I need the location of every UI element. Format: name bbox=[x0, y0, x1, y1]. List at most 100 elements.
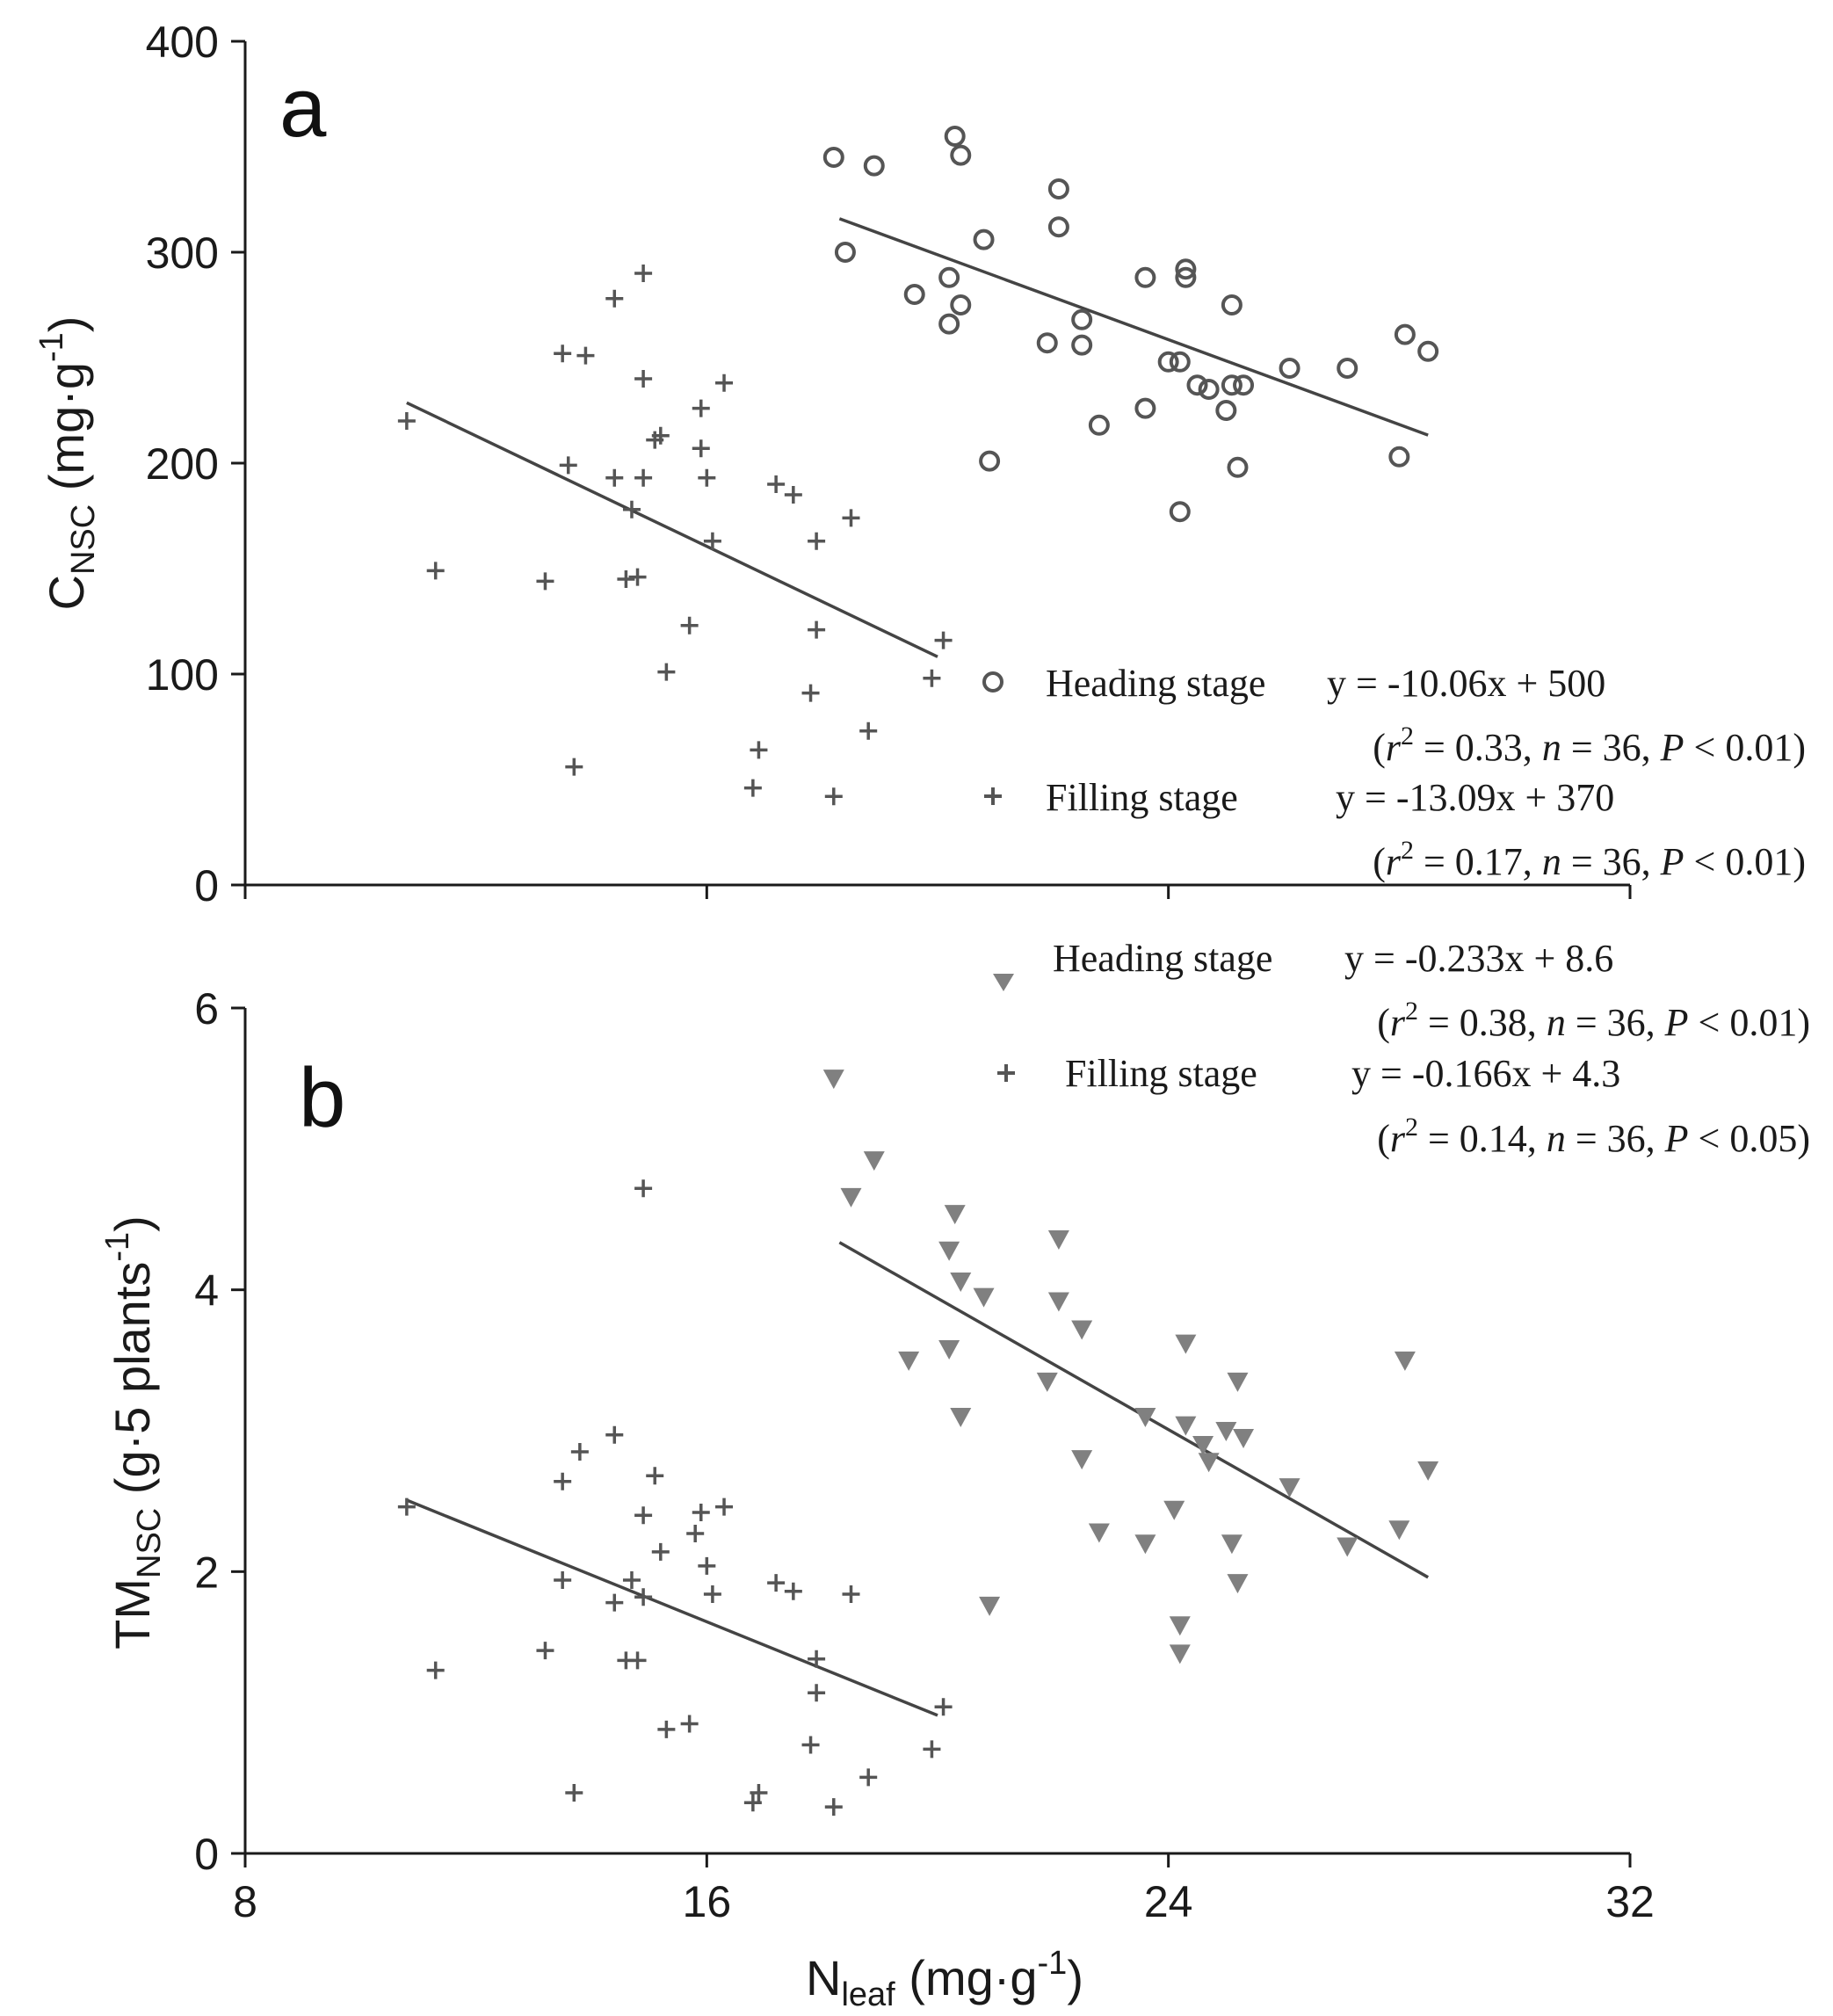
point-heading-b bbox=[1036, 1372, 1058, 1392]
point-filling-b bbox=[605, 1593, 624, 1612]
fit-lines-a bbox=[406, 217, 1429, 658]
point-filling-a bbox=[628, 568, 647, 586]
legend-equation-heading-a: y = -10.06x + 500 bbox=[1327, 662, 1605, 705]
point-heading-b bbox=[979, 1596, 1001, 1616]
y-tick-label-b: 0 bbox=[194, 1830, 219, 1879]
point-filling-b bbox=[767, 1574, 786, 1592]
point-filling-a bbox=[565, 758, 583, 776]
point-filling-a bbox=[859, 722, 878, 740]
legend-stats-filling-b: (r2 = 0.14, n = 36, P < 0.05) bbox=[1377, 1113, 1810, 1160]
x-axis-label: Nleaf (mg·g-1) bbox=[806, 1945, 1083, 2013]
point-heading-a bbox=[1047, 178, 1069, 199]
point-heading-b bbox=[1169, 1616, 1191, 1636]
y-tick-label-a: 300 bbox=[146, 228, 219, 278]
point-heading-a bbox=[834, 242, 856, 263]
point-heading-b bbox=[898, 1351, 920, 1371]
point-heading-b bbox=[863, 1151, 885, 1171]
point-filling-a bbox=[634, 265, 653, 282]
point-heading-a bbox=[1215, 400, 1237, 421]
point-heading-a bbox=[1169, 501, 1191, 523]
point-heading-a bbox=[863, 155, 885, 177]
point-filling-a bbox=[698, 468, 716, 487]
point-heading-b bbox=[822, 1070, 844, 1090]
point-filling-a bbox=[715, 373, 734, 392]
point-filling-a bbox=[559, 456, 577, 475]
x-tick-label: 16 bbox=[683, 1877, 732, 1926]
fit-line-plus-a bbox=[406, 401, 938, 658]
point-filling-a bbox=[554, 344, 572, 363]
point-filling-b bbox=[801, 1736, 820, 1754]
point-filling-b bbox=[842, 1585, 860, 1603]
point-heading-b bbox=[1233, 1429, 1255, 1449]
point-heading-a bbox=[1071, 334, 1093, 356]
point-filling-a bbox=[605, 468, 624, 487]
point-heading-a bbox=[979, 450, 1001, 472]
point-heading-a bbox=[1169, 351, 1191, 373]
legend-marker-filling-b bbox=[997, 1064, 1015, 1082]
point-filling-a bbox=[808, 620, 826, 639]
point-filling-a bbox=[750, 741, 768, 759]
panel-label-a: a bbox=[279, 61, 327, 155]
legend-a: Heading stage y = -10.06x + 500 (r2 = 0.… bbox=[982, 662, 1806, 883]
legend-marker-heading-a bbox=[982, 671, 1003, 693]
legend-equation-filling-a: y = -13.09x + 370 bbox=[1336, 776, 1614, 819]
y-tick-label-b: 2 bbox=[194, 1548, 219, 1597]
point-heading-b bbox=[1198, 1453, 1220, 1473]
point-heading-b bbox=[944, 1205, 966, 1225]
point-filling-b bbox=[622, 1570, 641, 1589]
y-axis-label-b: TMNSC (g·5 plants-1) bbox=[99, 1215, 168, 1650]
point-filling-b bbox=[554, 1570, 572, 1589]
point-heading-b bbox=[1337, 1537, 1358, 1557]
point-filling-b bbox=[426, 1661, 445, 1679]
point-filling-b bbox=[634, 1506, 653, 1525]
point-filling-b bbox=[686, 1525, 705, 1543]
point-filling-b bbox=[934, 1698, 953, 1716]
point-heading-a bbox=[944, 126, 966, 147]
point-heading-b bbox=[1192, 1436, 1214, 1456]
point-heading-b bbox=[1417, 1461, 1439, 1481]
point-filling-a bbox=[824, 787, 843, 806]
points-a bbox=[397, 126, 1439, 806]
point-heading-a bbox=[1221, 294, 1243, 315]
point-filling-a bbox=[622, 500, 641, 519]
point-heading-a bbox=[1221, 374, 1243, 396]
point-heading-a bbox=[1134, 397, 1156, 419]
y-tick-label-a: 400 bbox=[146, 18, 219, 67]
point-heading-a bbox=[950, 144, 972, 166]
legend-stats-filling-a: (r2 = 0.17, n = 36, P < 0.01) bbox=[1373, 836, 1806, 883]
fit-line-triangle-down-b bbox=[838, 1241, 1430, 1579]
point-filling-a bbox=[651, 426, 670, 445]
point-heading-a bbox=[1186, 374, 1208, 396]
point-filling-b bbox=[784, 1582, 802, 1600]
legend-b: Heading stage y = -0.233x + 8.6 (r2 = 0.… bbox=[993, 937, 1810, 1160]
point-filling-b bbox=[808, 1650, 826, 1668]
x-tick-label: 24 bbox=[1144, 1877, 1193, 1926]
point-heading-a bbox=[1227, 456, 1249, 478]
point-heading-b bbox=[1047, 1229, 1069, 1250]
point-filling-b bbox=[743, 1794, 762, 1812]
point-filling-b bbox=[634, 1588, 653, 1606]
point-heading-a bbox=[822, 147, 844, 168]
fit-line-circle-a bbox=[838, 217, 1429, 437]
x-tick-label: 32 bbox=[1605, 1877, 1655, 1926]
y-tick-label-a: 200 bbox=[146, 439, 219, 489]
point-filling-a bbox=[842, 509, 860, 527]
point-filling-a bbox=[692, 439, 710, 458]
legend-name-heading-a: Heading stage bbox=[1046, 662, 1265, 705]
point-filling-b bbox=[698, 1556, 716, 1575]
point-filling-b bbox=[628, 1651, 647, 1670]
point-filling-b bbox=[703, 1585, 721, 1603]
panel-label-b: b bbox=[299, 1051, 345, 1145]
point-filling-a bbox=[657, 663, 676, 681]
point-filling-b bbox=[808, 1684, 826, 1702]
point-filling-a bbox=[634, 468, 653, 487]
legend-stats-heading-b: (r2 = 0.38, n = 36, P < 0.01) bbox=[1377, 997, 1810, 1044]
point-filling-b bbox=[859, 1768, 878, 1787]
point-filling-b bbox=[715, 1497, 734, 1516]
point-heading-a bbox=[903, 284, 925, 305]
point-filling-a bbox=[692, 399, 710, 417]
point-heading-b bbox=[1047, 1292, 1069, 1312]
point-filling-a bbox=[801, 684, 820, 702]
point-filling-b bbox=[657, 1720, 676, 1738]
